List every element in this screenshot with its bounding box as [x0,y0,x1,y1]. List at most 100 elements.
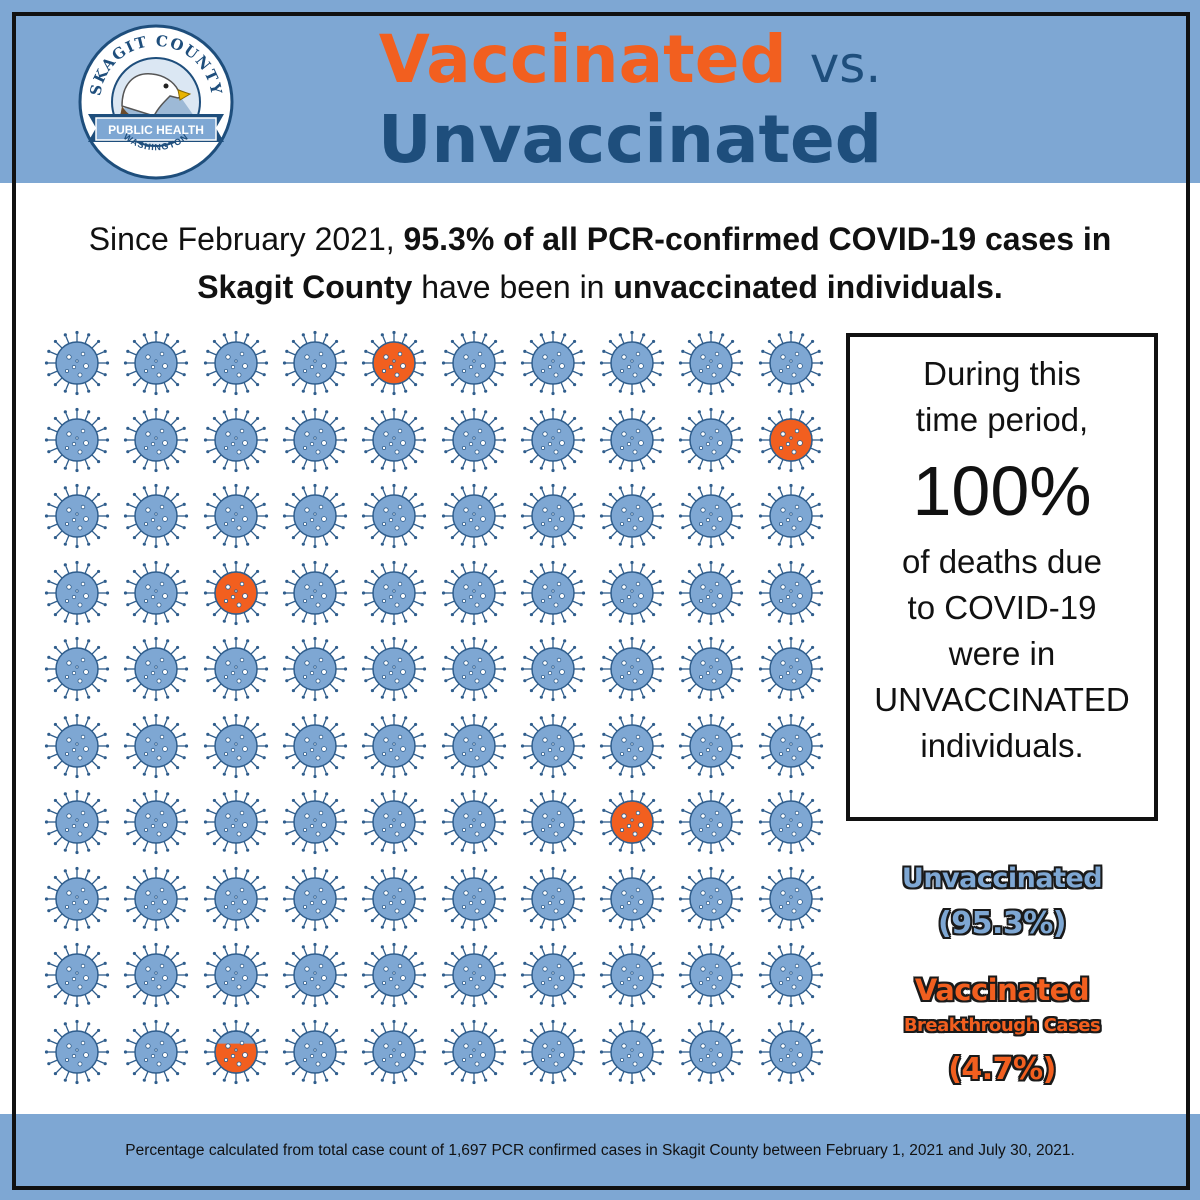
virus-icon-unvaccinated [441,866,507,932]
virus-icon-unvaccinated [678,636,744,702]
callout-percent: 100% [912,452,1092,530]
virus-icon-unvaccinated [361,713,427,779]
virus-icon-unvaccinated [678,483,744,549]
skagit-county-seal-icon: PUBLIC HEALTH SKAGIT COUNTY WASHINGTON [78,24,234,180]
title-vaccinated: Vaccinated [378,21,787,98]
virus-icon-unvaccinated [282,713,348,779]
virus-icon-unvaccinated [282,636,348,702]
virus-icon-unvaccinated [441,942,507,1008]
legend-vaccinated-label: Vaccinated [914,973,1090,1007]
virus-icon-vaccinated [203,560,269,626]
virus-icon-unvaccinated [123,866,189,932]
virus-icon-unvaccinated [361,636,427,702]
callout-line-2: time period, [915,401,1089,438]
virus-icon-unvaccinated [361,483,427,549]
virus-icon-unvaccinated [203,330,269,396]
virus-icon-unvaccinated [44,636,110,702]
virus-icon-unvaccinated [44,866,110,932]
virus-icon-unvaccinated [520,560,586,626]
virus-waffle-grid [44,330,834,1090]
virus-icon-unvaccinated [758,713,824,779]
virus-icon-unvaccinated [520,483,586,549]
callout-line-7: individuals. [920,727,1084,764]
virus-icon-unvaccinated [203,866,269,932]
virus-icon-unvaccinated [599,942,665,1008]
virus-icon-unvaccinated [361,866,427,932]
footnote: Percentage calculated from total case co… [125,1142,1075,1159]
virus-icon-unvaccinated [441,483,507,549]
virus-icon-unvaccinated [441,330,507,396]
virus-icon-unvaccinated [282,560,348,626]
virus-icon-unvaccinated [520,407,586,473]
virus-icon-unvaccinated [44,942,110,1008]
virus-icon-unvaccinated [44,330,110,396]
virus-icon-unvaccinated [282,942,348,1008]
virus-icon-unvaccinated [599,713,665,779]
virus-icon-unvaccinated [441,407,507,473]
logo-banner-text: PUBLIC HEALTH [108,123,204,137]
virus-icon-unvaccinated [44,560,110,626]
virus-icon-unvaccinated [758,636,824,702]
virus-icon-unvaccinated [123,1019,189,1085]
virus-icon-unvaccinated [361,1019,427,1085]
virus-icon-unvaccinated [123,789,189,855]
virus-icon-unvaccinated [758,330,824,396]
virus-icon-unvaccinated [44,1019,110,1085]
virus-icon-unvaccinated [599,1019,665,1085]
virus-icon-unvaccinated [123,407,189,473]
virus-icon-unvaccinated [441,1019,507,1085]
virus-icon-unvaccinated [123,330,189,396]
virus-icon-unvaccinated [441,713,507,779]
legend-vaccinated-sublabel: Breakthrough Cases [903,1015,1101,1036]
virus-icon-vaccinated [758,407,824,473]
virus-icon-unvaccinated [441,560,507,626]
virus-icon-unvaccinated [441,636,507,702]
virus-icon-unvaccinated [441,789,507,855]
virus-icon-unvaccinated [520,866,586,932]
deaths-callout-box: During this time period, 100% of deaths … [846,333,1158,821]
outer-frame [12,12,1190,1190]
virus-icon-unvaccinated [678,866,744,932]
virus-icon-unvaccinated [361,407,427,473]
virus-icon-vaccinated [203,1019,269,1085]
virus-icon-unvaccinated [520,713,586,779]
virus-icon-unvaccinated [282,330,348,396]
virus-icon-unvaccinated [599,560,665,626]
virus-icon-unvaccinated [520,942,586,1008]
virus-icon-unvaccinated [203,942,269,1008]
virus-icon-unvaccinated [203,407,269,473]
virus-icon-unvaccinated [758,942,824,1008]
virus-icon-unvaccinated [361,560,427,626]
virus-icon-unvaccinated [361,789,427,855]
virus-icon-unvaccinated [599,407,665,473]
virus-icon-unvaccinated [203,636,269,702]
virus-icon-unvaccinated [599,636,665,702]
callout-line-4: to COVID-19 [907,589,1097,626]
virus-icon-unvaccinated [203,789,269,855]
virus-icon-unvaccinated [44,483,110,549]
virus-icon-unvaccinated [123,560,189,626]
virus-icon-unvaccinated [520,330,586,396]
page-title-line-1: Vaccinated vs. [330,20,930,100]
virus-icon-unvaccinated [678,560,744,626]
title-vs: vs. [809,36,882,94]
title-unvaccinated: Unvaccinated [377,101,883,178]
virus-icon-unvaccinated [678,330,744,396]
virus-icon-unvaccinated [520,636,586,702]
virus-icon-unvaccinated [758,483,824,549]
virus-icon-vaccinated [599,789,665,855]
virus-icon-unvaccinated [758,560,824,626]
virus-icon-unvaccinated [282,789,348,855]
virus-icon-unvaccinated [282,483,348,549]
legend-vaccinated-percent: (4.7%) [948,1052,1056,1087]
virus-icon-unvaccinated [758,789,824,855]
virus-icon-unvaccinated [203,713,269,779]
virus-icon-unvaccinated [758,1019,824,1085]
virus-icon-unvaccinated [282,407,348,473]
virus-icon-unvaccinated [44,407,110,473]
intro-part-3: have been in [412,269,614,305]
virus-icon-unvaccinated [678,789,744,855]
virus-icon-unvaccinated [599,330,665,396]
intro-part-4: unvaccinated individuals. [613,269,1003,305]
